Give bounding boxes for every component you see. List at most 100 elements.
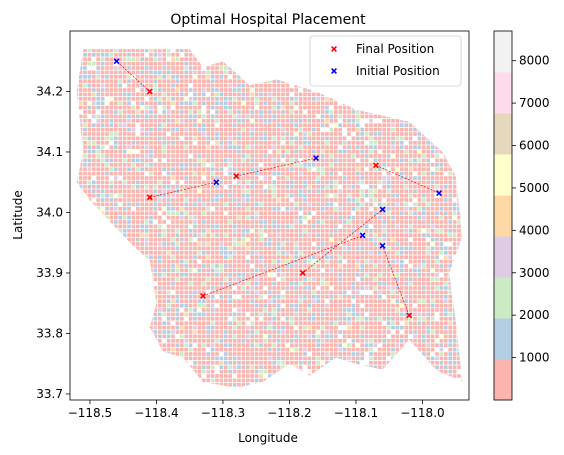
density-cell xyxy=(158,237,162,242)
density-cell xyxy=(263,88,268,92)
density-cell xyxy=(356,110,360,114)
density-cell xyxy=(127,233,131,237)
density-cell xyxy=(342,224,347,229)
density-cell xyxy=(153,193,158,198)
density-cell xyxy=(250,259,254,264)
density-cell xyxy=(180,229,184,233)
density-cell xyxy=(127,163,131,167)
density-cell xyxy=(92,189,96,193)
density-cell xyxy=(250,136,254,141)
density-cell xyxy=(298,136,303,141)
density-cell xyxy=(329,145,334,149)
density-cell xyxy=(325,136,329,141)
density-cell xyxy=(184,70,188,75)
density-cell xyxy=(268,264,272,268)
density-cell xyxy=(131,154,136,158)
density-cell xyxy=(114,123,118,127)
density-cell xyxy=(114,158,118,163)
density-cell xyxy=(435,163,439,167)
density-cell xyxy=(325,273,329,277)
density-cell xyxy=(96,154,100,158)
density-cell xyxy=(250,255,254,259)
density-cell xyxy=(395,132,400,136)
density-cell xyxy=(426,246,430,251)
density-cell xyxy=(92,70,96,75)
density-cell xyxy=(118,215,122,220)
density-cell xyxy=(439,233,444,237)
density-cell xyxy=(395,242,400,246)
density-cell xyxy=(417,211,422,215)
density-cell xyxy=(417,251,422,255)
density-cell xyxy=(254,180,259,185)
density-cell xyxy=(342,251,347,255)
density-cell xyxy=(149,180,153,185)
density-cell xyxy=(250,145,254,149)
density-cell xyxy=(400,163,404,167)
density-cell xyxy=(215,220,219,224)
density-cell xyxy=(210,101,215,105)
density-cell xyxy=(180,101,184,105)
density-cell xyxy=(276,180,281,185)
density-cell xyxy=(184,119,188,123)
density-cell xyxy=(210,246,215,251)
density-cell xyxy=(338,149,342,154)
density-cell xyxy=(197,211,202,215)
density-cell xyxy=(408,136,413,141)
density-cell xyxy=(400,264,404,268)
density-cell xyxy=(360,277,364,281)
density-cell xyxy=(149,167,153,171)
density-cell xyxy=(334,158,338,163)
density-cell xyxy=(122,97,127,101)
density-cell xyxy=(303,264,307,268)
density-cell xyxy=(149,176,153,180)
density-cell xyxy=(391,211,395,215)
density-cell xyxy=(210,255,215,259)
density-cell xyxy=(259,211,263,215)
density-cell xyxy=(140,189,144,193)
density-cell xyxy=(83,97,87,101)
density-cell xyxy=(395,251,400,255)
density-cell xyxy=(114,83,118,88)
density-cell xyxy=(158,57,162,61)
density-cell xyxy=(342,180,347,185)
density-cell xyxy=(153,255,158,259)
density-cell xyxy=(219,154,224,158)
density-cell xyxy=(373,158,378,163)
density-cell xyxy=(382,123,386,127)
density-cell xyxy=(400,202,404,207)
density-cell xyxy=(285,198,290,202)
density-cell xyxy=(417,154,422,158)
density-cell xyxy=(83,88,87,92)
density-cell xyxy=(153,66,158,70)
density-cell xyxy=(140,176,144,180)
density-cell xyxy=(144,114,149,119)
density-cell xyxy=(272,97,276,101)
density-cell xyxy=(259,136,263,141)
density-cell xyxy=(334,110,338,114)
density-cell xyxy=(232,88,237,92)
density-cell xyxy=(166,246,171,251)
density-cell xyxy=(430,154,435,158)
density-cell xyxy=(263,264,268,268)
density-cell xyxy=(241,154,246,158)
density-cell xyxy=(114,185,118,189)
density-cell xyxy=(224,180,228,185)
density-cell xyxy=(303,171,307,176)
density-cell xyxy=(303,92,307,97)
density-cell xyxy=(246,189,250,193)
density-cell xyxy=(347,277,351,281)
density-cell xyxy=(448,224,452,229)
density-cell xyxy=(391,198,395,202)
density-cell xyxy=(162,193,166,198)
density-cell xyxy=(303,242,307,246)
density-cell xyxy=(312,202,316,207)
density-cell xyxy=(144,83,149,88)
density-cell xyxy=(184,123,188,127)
density-cell xyxy=(215,171,219,176)
density-cell xyxy=(254,123,259,127)
density-cell xyxy=(298,114,303,119)
density-cell xyxy=(276,149,281,154)
density-cell xyxy=(307,207,312,211)
density-cell xyxy=(197,105,202,110)
density-cell xyxy=(444,215,448,220)
